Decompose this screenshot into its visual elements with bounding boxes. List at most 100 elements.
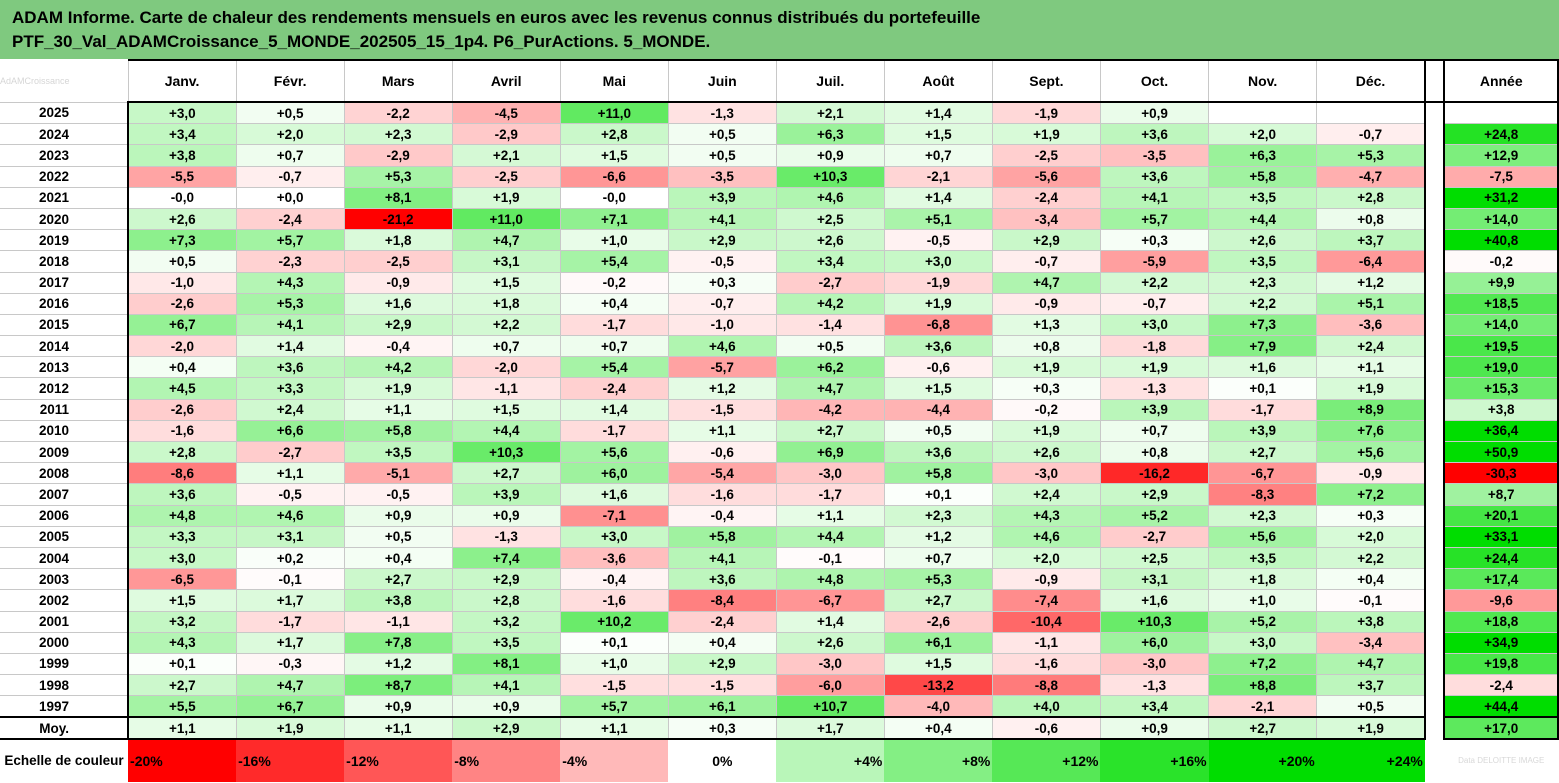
heat-cell: -0,9 xyxy=(991,292,1101,315)
annual-header: Année xyxy=(1443,59,1559,103)
average-cell: +1,9 xyxy=(235,716,345,741)
heat-cell: +3,6 xyxy=(667,568,777,591)
heat-cell: +2,8 xyxy=(1316,186,1426,209)
heat-cell: -16,2 xyxy=(1099,462,1210,485)
heat-cell: +4,3 xyxy=(127,631,237,654)
average-cell: +1,9 xyxy=(1316,716,1426,741)
heat-cell: +3,6 xyxy=(1099,123,1210,146)
heat-cell: +3,9 xyxy=(1208,419,1318,443)
column-gap xyxy=(1423,102,1446,124)
heat-cell: +1,5 xyxy=(451,271,561,294)
heat-cell: +4,8 xyxy=(127,504,237,527)
heat-cell: -13,2 xyxy=(883,674,993,697)
heat-cell: +3,3 xyxy=(235,377,345,400)
year-row-2009: 2009 +2,8 -2,7 +3,5 +10,3 +5,6 -0,6 +6,9 +3,6 +2,… xyxy=(0,440,1559,464)
heat-cell: +0,1 xyxy=(559,631,669,654)
heat-cell: +0,7 xyxy=(1099,419,1210,443)
heat-cell: +1,9 xyxy=(1316,377,1426,400)
heat-cell: +1,5 xyxy=(451,398,561,421)
heat-cell: +2,7 xyxy=(775,419,885,443)
heat-cell: +5,7 xyxy=(559,695,669,718)
heat-cell: +1,2 xyxy=(343,652,453,676)
average-cell: +1,1 xyxy=(127,716,237,741)
heat-cell: +1,1 xyxy=(775,504,885,527)
heat-cell: +4,1 xyxy=(667,207,777,231)
annual-cell: +31,2 xyxy=(1443,186,1559,209)
heat-cell: +4,0 xyxy=(991,695,1101,718)
heat-cell: +11,0 xyxy=(451,207,561,231)
annual-cell: -9,6 xyxy=(1443,589,1559,612)
heat-cell: -0,7 xyxy=(235,165,345,188)
heat-cell: -1,1 xyxy=(451,377,561,400)
heat-cell: +6,7 xyxy=(235,695,345,718)
heat-cell: +0,3 xyxy=(667,271,777,294)
heat-cell: -1,1 xyxy=(991,631,1101,654)
header-row: AdAMCroissance Janv. Févr. Mars Avril Mai Juin… xyxy=(0,59,1559,103)
heat-cell: +2,9 xyxy=(991,229,1101,252)
annual-cell: +19,5 xyxy=(1443,335,1559,358)
heat-cell: +0,8 xyxy=(991,335,1101,358)
scale-watermark: Data DELOITTE IMAGE xyxy=(1444,739,1558,782)
heat-cell: +3,5 xyxy=(451,631,561,654)
heat-cell: -3,0 xyxy=(1099,652,1210,676)
month-header-3: Mars xyxy=(343,59,453,103)
heat-cell: +3,0 xyxy=(883,250,993,273)
heat-cell: -1,5 xyxy=(559,674,669,697)
year-row-1999: 1999 +0,1 -0,3 +1,2 +8,1 +1,0 +2,9 -3,0 +1,5 -1,6… xyxy=(0,652,1559,676)
heat-cell: +3,5 xyxy=(343,440,453,464)
heat-cell: +0,4 xyxy=(343,546,453,570)
heat-cell: +0,5 xyxy=(667,123,777,146)
heat-cell: +2,5 xyxy=(775,207,885,231)
heat-cell: -1,8 xyxy=(1099,335,1210,358)
month-header-1: Janv. xyxy=(127,59,237,103)
heat-cell: +8,8 xyxy=(1208,674,1318,697)
heat-cell: -2,4 xyxy=(667,610,777,633)
year-label: 2008 xyxy=(0,462,130,485)
heat-cell: +1,4 xyxy=(235,335,345,358)
heat-cell: -2,9 xyxy=(343,144,453,167)
heat-cell: -1,9 xyxy=(883,271,993,294)
annual-cell: +24,8 xyxy=(1443,123,1559,146)
column-gap xyxy=(1423,483,1446,506)
heat-cell: +0,5 xyxy=(667,144,777,167)
heat-cell: +5,8 xyxy=(667,525,777,548)
heat-cell: +1,6 xyxy=(1208,356,1318,379)
heat-cell: -0,7 xyxy=(667,292,777,315)
annual-cell: +15,3 xyxy=(1443,377,1559,400)
heat-cell: +2,6 xyxy=(127,207,237,231)
heat-cell: +0,7 xyxy=(451,335,561,358)
heat-cell: +0,5 xyxy=(127,250,237,273)
heat-cell: -5,7 xyxy=(667,356,777,379)
column-gap xyxy=(1423,632,1446,654)
heat-cell: +5,8 xyxy=(883,462,993,485)
year-row-2013: 2013 +0,4 +3,6 +4,2 -2,0 +5,4 -5,7 +6,2 -0,6 +1,9… xyxy=(0,356,1559,379)
heat-cell: +3,9 xyxy=(667,186,777,209)
month-header-7: Juil. xyxy=(775,59,885,103)
average-row: Moy. +1,1 +1,9 +1,1 +2,9 +1,1 +0,3 +1,7 +0,4 -0,6… xyxy=(0,716,1559,741)
heat-cell: -0,5 xyxy=(235,483,345,506)
heat-cell: +0,4 xyxy=(127,356,237,379)
heat-cell: +1,0 xyxy=(1208,589,1318,612)
year-label: 2025 xyxy=(0,101,130,125)
heat-cell: -2,0 xyxy=(127,335,237,358)
color-scale-swatch: +24% xyxy=(1316,739,1425,783)
heat-cell: +0,7 xyxy=(883,144,993,167)
year-label: 2014 xyxy=(0,335,130,358)
year-row-2015: 2015 +6,7 +4,1 +2,9 +2,2 -1,7 -1,0 -1,4 -6,8 +1,3… xyxy=(0,313,1559,337)
heat-cell: +4,7 xyxy=(775,377,885,400)
heat-cell: -2,5 xyxy=(991,144,1101,167)
heat-cell: +3,0 xyxy=(1208,631,1318,654)
annual-cell: +24,4 xyxy=(1443,546,1559,570)
heat-cell: +2,0 xyxy=(1208,123,1318,146)
heat-cell: -0,4 xyxy=(343,335,453,358)
year-row-2020: 2020 +2,6 -2,4 -21,2 +11,0 +7,1 +4,1 +2,5 +5,1 -3… xyxy=(0,207,1559,231)
heat-cell: +3,8 xyxy=(343,589,453,612)
annual-cell: +33,1 xyxy=(1443,525,1559,548)
heat-cell: +2,9 xyxy=(343,313,453,337)
heat-cell: +4,4 xyxy=(451,419,561,443)
heat-cell: -5,4 xyxy=(667,462,777,485)
year-label: 2016 xyxy=(0,292,130,315)
heat-cell: +6,0 xyxy=(559,462,669,485)
heat-cell: +5,8 xyxy=(1208,165,1318,188)
heatmap-table: AdAMCroissance Janv. Févr. Mars Avril Mai Juin… xyxy=(0,59,1559,783)
